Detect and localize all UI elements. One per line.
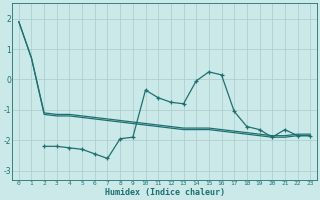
X-axis label: Humidex (Indice chaleur): Humidex (Indice chaleur) [105, 188, 225, 197]
